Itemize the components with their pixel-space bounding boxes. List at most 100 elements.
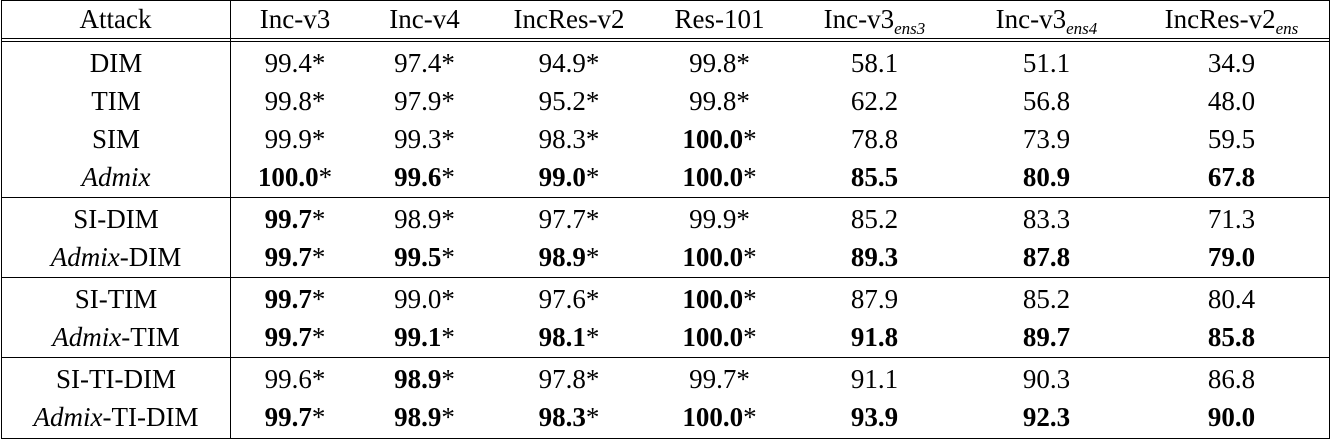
- success-rate-cell: 99.7*: [230, 318, 360, 356]
- success-rate-value: 94.9: [538, 48, 586, 78]
- success-rate-value: 97.8: [538, 364, 586, 394]
- success-rate-cell: 98.9*: [489, 238, 649, 276]
- success-rate-cell: 85.5: [790, 158, 959, 196]
- success-rate-value: 34.9: [1207, 48, 1256, 78]
- success-rate-value: 99.6: [264, 364, 312, 394]
- success-rate-cell: 80.4: [1134, 280, 1329, 318]
- success-rate-cell: 87.9: [790, 280, 959, 318]
- header-label: Inc-v4: [389, 4, 460, 34]
- success-rate-value: 98.9: [538, 242, 586, 272]
- attack-name: -DIM: [119, 242, 182, 272]
- success-rate-cell: 58.1: [790, 44, 959, 82]
- success-rate-value: 98.9: [394, 364, 442, 394]
- white-box-marker: *: [441, 86, 455, 116]
- table-row: SIM 99.9* 99.3* 98.3* 100.0* 78.8 73.9 59.5: [1, 120, 1329, 158]
- white-box-marker: *: [441, 48, 455, 78]
- success-rate-value: 56.8: [1022, 86, 1071, 116]
- success-rate-value: 99.7: [264, 204, 312, 234]
- success-rate-value: 91.8: [850, 322, 899, 352]
- success-rate-value: 90.3: [1022, 364, 1071, 394]
- success-rate-cell: 97.9*: [360, 82, 489, 120]
- success-rate-value: 87.8: [1022, 242, 1071, 272]
- success-rate-value: 99.9: [264, 124, 312, 154]
- success-rate-value: 91.1: [850, 364, 899, 394]
- success-rate-value: 99.1: [394, 322, 442, 352]
- success-rate-value: 99.7: [264, 242, 312, 272]
- attack-name: SIM: [91, 124, 140, 154]
- white-box-marker: *: [736, 364, 750, 394]
- header-cell: Inc-v4: [360, 0, 489, 38]
- success-rate-cell: 100.0*: [649, 280, 790, 318]
- white-box-marker: *: [585, 284, 600, 314]
- success-rate-value: 97.4: [394, 48, 442, 78]
- group-separator-rule: [1, 277, 1330, 278]
- header-cell: Attack: [1, 0, 230, 38]
- success-rate-value: 51.1: [1022, 48, 1071, 78]
- success-rate-value: 87.9: [850, 284, 899, 314]
- success-rate-value: 95.2: [538, 86, 586, 116]
- success-rate-cell: 85.2: [790, 200, 959, 238]
- header-cell: IncRes-v2ens: [1134, 0, 1329, 38]
- attack-name-italic: Admix: [33, 402, 103, 432]
- white-box-marker: *: [585, 48, 600, 78]
- white-box-marker: *: [743, 162, 757, 192]
- success-rate-cell: 85.2: [959, 280, 1134, 318]
- success-rate-cell: 98.1*: [489, 318, 649, 356]
- success-rate-cell: 56.8: [959, 82, 1134, 120]
- header-cell: Inc-v3ens4: [959, 0, 1134, 38]
- white-box-marker: *: [441, 284, 455, 314]
- header-cell: Inc-v3ens3: [790, 0, 959, 38]
- table-row: TIM 99.8* 97.9* 95.2* 99.8* 62.2 56.8 48.0: [1, 82, 1329, 120]
- white-box-marker: *: [585, 364, 600, 394]
- header-label: Inc-v3: [823, 4, 895, 34]
- success-rate-cell: 95.2*: [489, 82, 649, 120]
- success-rate-cell: 89.7: [959, 318, 1134, 356]
- table-row: SI-DIM 99.7* 98.9* 97.7* 99.9* 85.2 83.3 71.3: [1, 200, 1329, 238]
- header-cell: IncRes-v2: [489, 0, 649, 38]
- success-rate-value: 99.8: [689, 48, 737, 78]
- success-rate-cell: 80.9: [959, 158, 1134, 196]
- attack-name-cell: TIM: [3, 82, 229, 120]
- success-rate-value: 100.0: [257, 162, 319, 192]
- attack-column-divider: [230, 0, 231, 439]
- header-subscript: ens4: [1066, 19, 1098, 38]
- success-rate-cell: 99.7*: [649, 360, 790, 398]
- success-rate-value: 86.8: [1207, 364, 1256, 394]
- success-rate-value: 99.8: [689, 86, 737, 116]
- success-rate-value: 99.4: [264, 48, 312, 78]
- attack-name-italic: Admix: [81, 162, 151, 192]
- attack-name-cell: Admix: [3, 158, 229, 196]
- success-rate-cell: 98.9*: [360, 200, 489, 238]
- success-rate-cell: 79.0: [1134, 238, 1329, 276]
- success-rate-cell: 91.8: [790, 318, 959, 356]
- attack-name-cell: Admix-TIM: [3, 318, 229, 356]
- success-rate-cell: 98.9*: [360, 398, 489, 436]
- header-label: Inc-v3: [259, 4, 331, 34]
- success-rate-cell: 99.8*: [230, 82, 360, 120]
- success-rate-value: 99.5: [394, 242, 442, 272]
- success-rate-value: 48.0: [1207, 86, 1256, 116]
- attack-name: SI-TIM: [74, 284, 158, 314]
- success-rate-value: 99.0: [394, 284, 442, 314]
- right-border: [1329, 0, 1330, 439]
- white-box-marker: *: [441, 162, 455, 192]
- attack-name-cell: SIM: [3, 120, 229, 158]
- white-box-marker: *: [441, 242, 455, 272]
- success-rate-value: 97.7: [538, 204, 586, 234]
- success-rate-cell: 71.3: [1134, 200, 1329, 238]
- success-rate-cell: 99.7*: [230, 398, 360, 436]
- success-rate-cell: 97.8*: [489, 360, 649, 398]
- attack-name-cell: SI-DIM: [3, 200, 229, 238]
- header-double-rule: [1, 41, 1330, 42]
- header-rule: [1, 38, 1330, 39]
- white-box-marker: *: [318, 162, 333, 192]
- success-rate-cell: 99.6*: [360, 158, 489, 196]
- white-box-marker: *: [743, 284, 757, 314]
- attack-name: TIM: [91, 86, 141, 116]
- white-box-marker: *: [736, 48, 750, 78]
- top-rule: [1, 0, 1330, 1]
- success-rate-value: 100.0: [682, 322, 744, 352]
- header-label: Res-101: [674, 4, 765, 34]
- success-rate-cell: 62.2: [790, 82, 959, 120]
- attack-name-cell: Admix-TI-DIM: [3, 398, 229, 436]
